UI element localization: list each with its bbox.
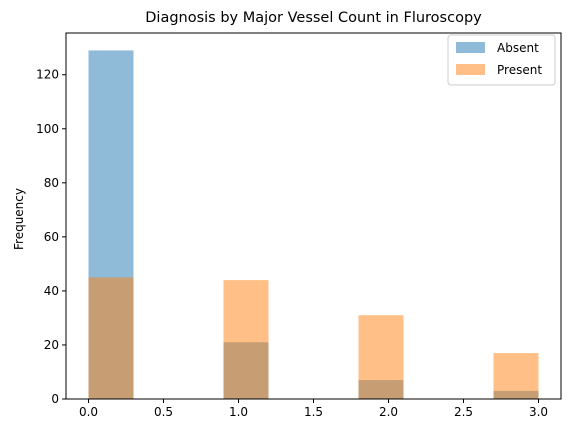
y-tick-label: 40 — [44, 284, 59, 298]
x-tick-label: 2.5 — [454, 405, 473, 419]
legend-label-present: Present — [497, 63, 542, 77]
x-tick-label: 3.0 — [529, 405, 548, 419]
y-tick-label: 0 — [51, 392, 59, 406]
x-tick-label: 0.0 — [79, 405, 98, 419]
legend-swatch-absent — [456, 42, 485, 53]
bar-present-bin-3 — [223, 280, 269, 399]
bar-present-bin-0 — [88, 277, 134, 399]
legend-swatch-present — [456, 64, 485, 75]
plot-frame — [65, 32, 562, 400]
y-tick-label: 80 — [44, 176, 59, 190]
axes-layer: 0.0 0.5 1.0 1.5 2.0 2.5 3.0 0 20 40 60 80 100 120 — [36, 32, 562, 419]
y-tick-label: 20 — [44, 338, 59, 352]
bars-layer — [88, 50, 539, 400]
x-tick-label: 2.0 — [379, 405, 398, 419]
x-tick-label: 0.5 — [154, 405, 173, 419]
legend: Absent Present — [447, 34, 556, 86]
y-tick-label: 100 — [36, 122, 59, 136]
x-tick-label: 1.5 — [304, 405, 323, 419]
y-tick-label: 120 — [36, 68, 59, 82]
y-tick-label: 60 — [44, 230, 59, 244]
chart-title: Diagnosis by Major Vessel Count in Fluro… — [145, 10, 482, 26]
y-axis-label: Frequency — [12, 188, 26, 250]
bar-present-bin-9 — [493, 353, 539, 399]
x-tick-label: 1.0 — [229, 405, 248, 419]
bar-present-bin-6 — [358, 315, 404, 399]
legend-label-absent: Absent — [497, 41, 539, 55]
